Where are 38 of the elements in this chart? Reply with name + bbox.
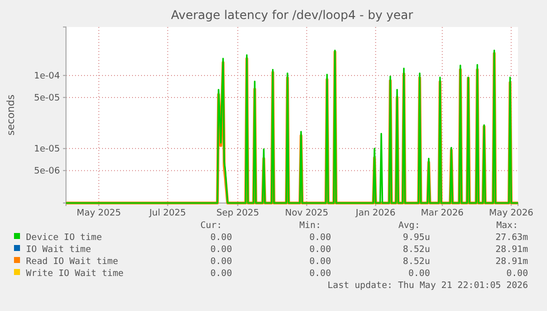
text: 9.95u bbox=[402, 233, 430, 243]
text: 27.63m bbox=[495, 233, 528, 243]
text: 8.52u bbox=[402, 257, 430, 267]
x-tick-label: Jul 2025 bbox=[148, 208, 186, 218]
x-tick-label: May 2025 bbox=[76, 208, 121, 218]
x-tick-label: Mar 2026 bbox=[420, 208, 464, 218]
chart-title: Average latency for /dev/loop4 - by year bbox=[170, 8, 414, 22]
legend-label: Read IO Wait time bbox=[26, 257, 118, 267]
legend-label: Write IO Wait time bbox=[26, 269, 124, 279]
text: Min: bbox=[299, 221, 321, 231]
text: Last update: Thu May 21 22:01:05 2026 bbox=[328, 281, 528, 291]
y-tick-label: 5e-05 bbox=[34, 93, 60, 104]
text: Avg: bbox=[398, 221, 420, 231]
legend-label: IO Wait time bbox=[26, 245, 92, 255]
text: Cur: bbox=[200, 221, 222, 231]
y-axis-title: seconds bbox=[6, 94, 17, 136]
x-tick-label: Sep 2025 bbox=[216, 208, 260, 218]
text: Max: bbox=[496, 221, 518, 231]
y-tick-label: 1e-04 bbox=[34, 71, 60, 82]
text: 0.00 bbox=[210, 257, 232, 267]
text: 0.00 bbox=[506, 269, 528, 279]
x-tick-label: May 2026 bbox=[489, 208, 534, 218]
text: 28.91m bbox=[495, 257, 528, 267]
text: 0.00 bbox=[408, 269, 430, 279]
text: 0.00 bbox=[309, 233, 331, 243]
text: 0.00 bbox=[309, 257, 331, 267]
text: 8.52u bbox=[402, 245, 430, 255]
text: 0.00 bbox=[210, 233, 232, 243]
y-tick-label: 1e-05 bbox=[34, 144, 60, 154]
text: 0.00 bbox=[309, 245, 331, 255]
text: 0.00 bbox=[210, 269, 232, 279]
x-tick-label: Nov 2025 bbox=[285, 208, 328, 218]
y-tick-label: 5e-06 bbox=[34, 166, 60, 176]
text: 0.00 bbox=[309, 269, 331, 279]
legend-label: Device IO time bbox=[26, 233, 102, 243]
text: 0.00 bbox=[210, 245, 232, 255]
text: 28.91m bbox=[495, 245, 528, 255]
x-tick-label: Jan 2026 bbox=[354, 208, 396, 218]
